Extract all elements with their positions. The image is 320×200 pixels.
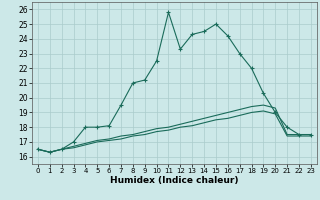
X-axis label: Humidex (Indice chaleur): Humidex (Indice chaleur) [110,176,239,185]
